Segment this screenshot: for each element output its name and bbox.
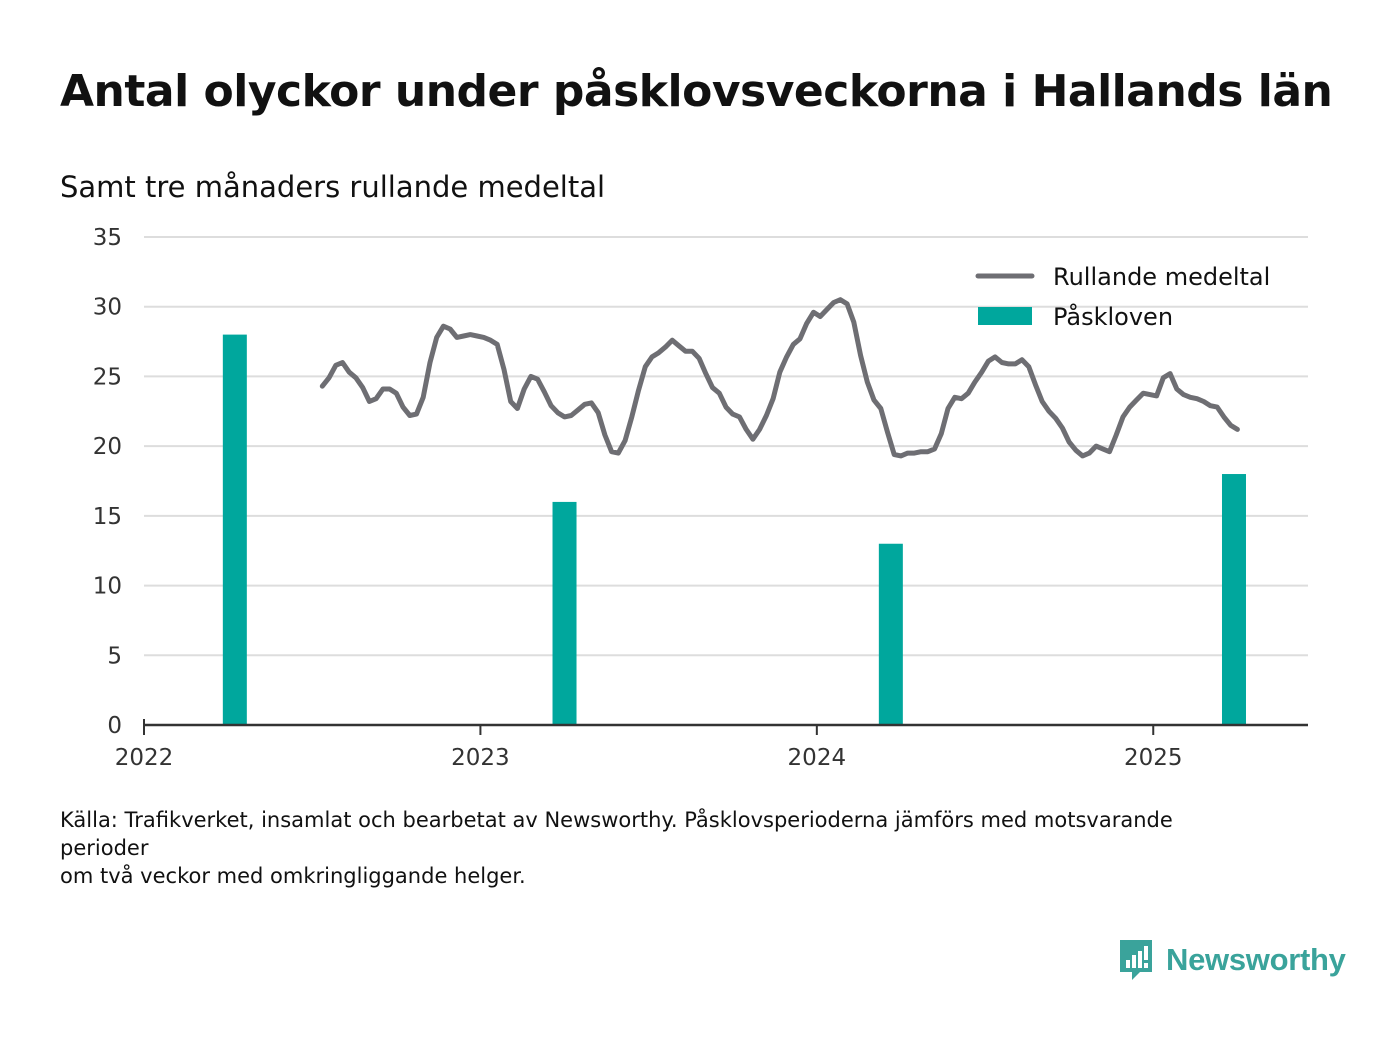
x-axis-ticks: 2022 2023 2024 2025 [115, 725, 1183, 771]
legend-swatch-bar [978, 307, 1032, 325]
grid-lines [144, 236, 1308, 657]
brand-name: Newsworthy [1166, 942, 1346, 977]
y-tick-label: 20 [93, 434, 122, 460]
y-tick-label: 30 [93, 295, 122, 321]
legend-label-bar: Påskloven [1053, 302, 1173, 331]
legend-label-line: Rullande medeltal [1053, 263, 1270, 291]
bar [1221, 474, 1246, 725]
x-tick-label: 2024 [788, 745, 847, 771]
y-tick-label: 0 [107, 713, 122, 739]
y-tick-label: 10 [93, 574, 122, 600]
x-tick-label: 2023 [451, 745, 510, 771]
source-note: Källa: Trafikverket, insamlat och bearbe… [60, 806, 1290, 890]
bar [222, 334, 247, 725]
chart-subtitle: Samt tre månaders rullande medeltal [60, 170, 606, 204]
y-tick-label: 15 [93, 504, 122, 530]
x-axis [143, 719, 1308, 727]
x-tick-label: 2025 [1124, 745, 1183, 771]
chart-title: Antal olyckor under påsklovsveckorna i H… [60, 66, 1333, 117]
y-tick-label: 35 [93, 225, 122, 251]
bar [878, 543, 903, 725]
y-axis-ticks: 0 5 10 15 20 25 30 35 [93, 225, 122, 739]
bar-series-paskloven [222, 334, 1246, 725]
brand-logo: Newsworthy [1118, 938, 1346, 982]
source-line-2: perioder [60, 836, 149, 860]
y-tick-label: 5 [107, 643, 122, 669]
line-series-rullande-medeltal [319, 297, 1240, 459]
source-line-1: Källa: Trafikverket, insamlat och bearbe… [60, 808, 1173, 832]
y-tick-label: 25 [93, 364, 122, 390]
bar [552, 501, 577, 725]
x-tick-label: 2022 [115, 745, 174, 771]
source-line-3: om två veckor med omkringliggande helger… [60, 864, 526, 888]
newsworthy-logo-icon [1120, 940, 1152, 980]
legend: Rullande medeltal Påskloven [975, 263, 1270, 331]
